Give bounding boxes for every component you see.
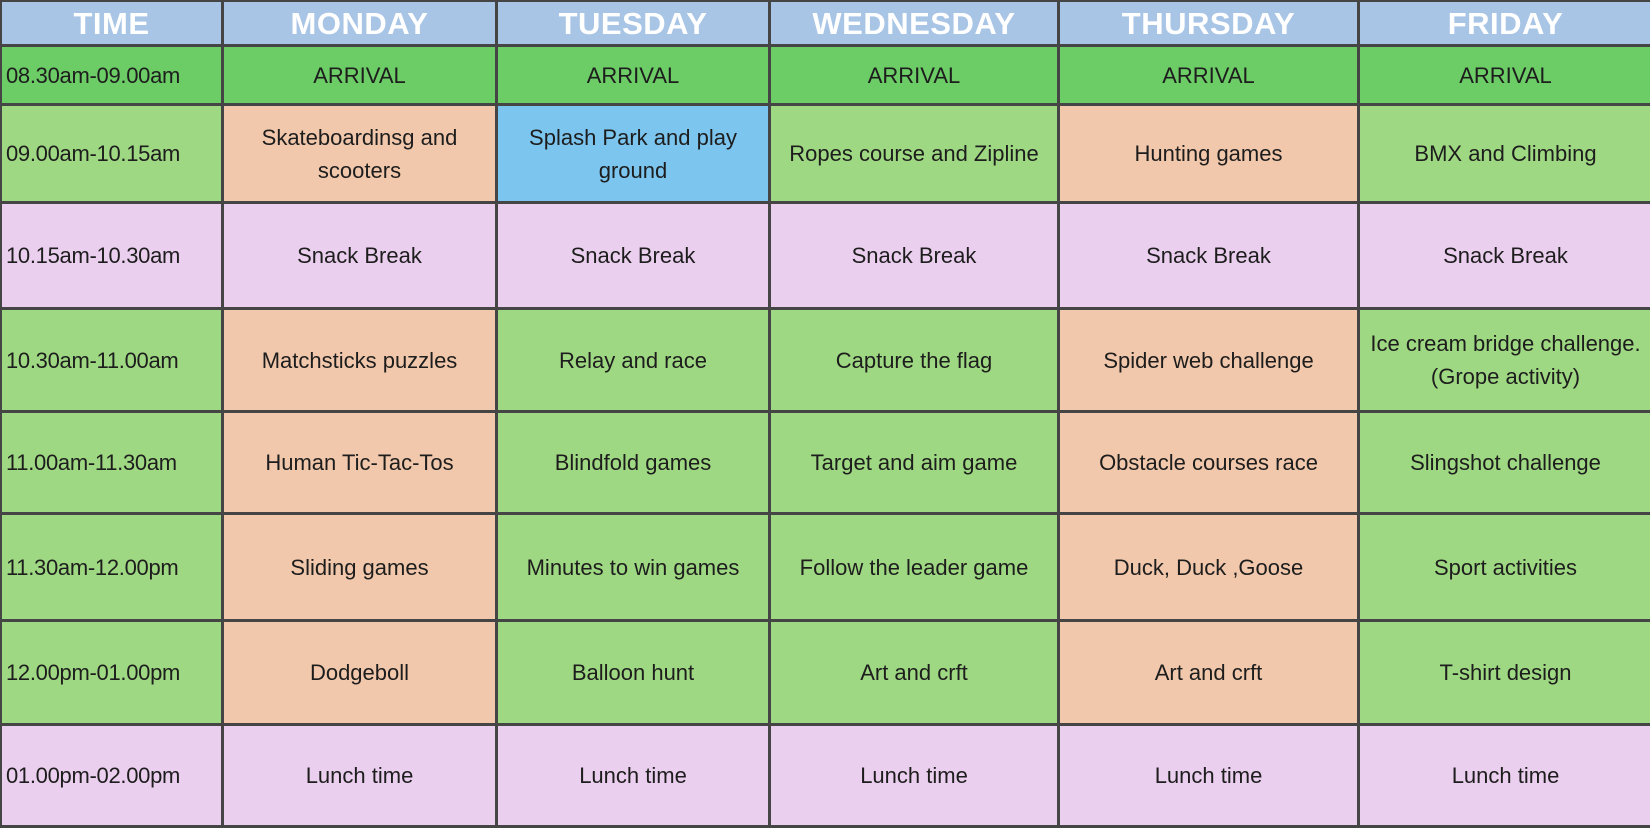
time-slot: 11.00am-11.30am — [0, 410, 224, 515]
activity-cell-friday: Sport activities — [1357, 512, 1650, 622]
time-slot: 01.00pm-02.00pm — [0, 723, 224, 828]
activity-cell-monday: Human Tic-Tac-Tos — [221, 410, 498, 515]
activity-cell-friday: Lunch time — [1357, 723, 1650, 828]
activity-cell-tuesday: Minutes to win games — [495, 512, 771, 622]
schedule-row: 11.00am-11.30am Human Tic-Tac-Tos Blindfol… — [0, 410, 1650, 515]
activity-cell-thursday: Hunting games — [1057, 103, 1360, 204]
activity-cell-friday: ARRIVAL — [1357, 44, 1650, 106]
activity-cell-thursday: ARRIVAL — [1057, 44, 1360, 106]
activity-cell-thursday: Duck, Duck ,Goose — [1057, 512, 1360, 622]
schedule-row: 08.30am-09.00am ARRIVAL ARRIVAL ARRIVAL ARRI… — [0, 44, 1650, 106]
time-slot: 10.30am-11.00am — [0, 307, 224, 413]
activity-cell-tuesday: Lunch time — [495, 723, 771, 828]
activity-cell-tuesday: Blindfold games — [495, 410, 771, 515]
activity-cell-thursday: Snack Break — [1057, 201, 1360, 310]
activity-cell-wednesday: Target and aim game — [768, 410, 1060, 515]
activity-cell-monday: Matchsticks puzzles — [221, 307, 498, 413]
activity-cell-monday: Skateboardinsg and scooters — [221, 103, 498, 204]
schedule-row: 11.30am-12.00pm Sliding games Minutes to w… — [0, 512, 1650, 622]
schedule-row: 10.15am-10.30am Snack Break Snack Break Sna… — [0, 201, 1650, 310]
time-slot: 11.30am-12.00pm — [0, 512, 224, 622]
activity-cell-tuesday: Splash Park and play ground — [495, 103, 771, 204]
header-wednesday: WEDNESDAY — [768, 0, 1060, 47]
activity-cell-friday: Slingshot challenge — [1357, 410, 1650, 515]
activity-cell-friday: BMX and Climbing — [1357, 103, 1650, 204]
header-time: TIME — [0, 0, 224, 47]
schedule-row: 01.00pm-02.00pm Lunch time Lunch time Lunch… — [0, 723, 1650, 828]
activity-cell-wednesday: Art and crft — [768, 619, 1060, 726]
activity-cell-tuesday: Snack Break — [495, 201, 771, 310]
header-row: TIME MONDAY TUESDAY WEDNESDAY THURSDAY F… — [0, 0, 1650, 47]
header-friday: FRIDAY — [1357, 0, 1650, 47]
activity-cell-friday: Snack Break — [1357, 201, 1650, 310]
activity-cell-wednesday: ARRIVAL — [768, 44, 1060, 106]
activity-cell-tuesday: Relay and race — [495, 307, 771, 413]
time-slot: 10.15am-10.30am — [0, 201, 224, 310]
activity-cell-friday: T-shirt design — [1357, 619, 1650, 726]
schedule-body: 08.30am-09.00am ARRIVAL ARRIVAL ARRIVAL ARRI… — [0, 44, 1650, 828]
schedule-row: 12.00pm-01.00pm Dodgeboll Balloon hunt Art … — [0, 619, 1650, 726]
activity-cell-wednesday: Snack Break — [768, 201, 1060, 310]
activity-cell-thursday: Obstacle courses race — [1057, 410, 1360, 515]
activity-cell-wednesday: Follow the leader game — [768, 512, 1060, 622]
schedule-row: 10.30am-11.00am Matchsticks puzzles Relay … — [0, 307, 1650, 413]
activity-cell-wednesday: Ropes course and Zipline — [768, 103, 1060, 204]
activity-cell-monday: Dodgeboll — [221, 619, 498, 726]
activity-cell-thursday: Spider web challenge — [1057, 307, 1360, 413]
time-slot: 09.00am-10.15am — [0, 103, 224, 204]
activity-cell-monday: Snack Break — [221, 201, 498, 310]
time-slot: 08.30am-09.00am — [0, 44, 224, 106]
activity-cell-tuesday: Balloon hunt — [495, 619, 771, 726]
header-thursday: THURSDAY — [1057, 0, 1360, 47]
time-slot: 12.00pm-01.00pm — [0, 619, 224, 726]
activity-cell-friday: Ice cream bridge challenge. (Grope activ… — [1357, 307, 1650, 413]
header-monday: MONDAY — [221, 0, 498, 47]
activity-cell-tuesday: ARRIVAL — [495, 44, 771, 106]
activity-cell-monday: ARRIVAL — [221, 44, 498, 106]
activity-cell-monday: Sliding games — [221, 512, 498, 622]
activity-cell-thursday: Art and crft — [1057, 619, 1360, 726]
schedule-row: 09.00am-10.15am Skateboardinsg and scoote… — [0, 103, 1650, 204]
header-tuesday: TUESDAY — [495, 0, 771, 47]
activity-cell-wednesday: Capture the flag — [768, 307, 1060, 413]
activity-cell-wednesday: Lunch time — [768, 723, 1060, 828]
activity-cell-monday: Lunch time — [221, 723, 498, 828]
activity-cell-thursday: Lunch time — [1057, 723, 1360, 828]
